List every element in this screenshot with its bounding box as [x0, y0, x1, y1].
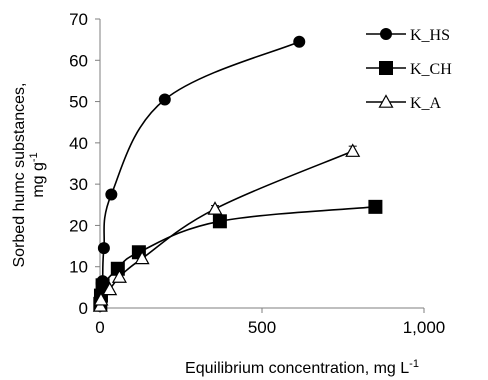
legend: K_HS K_CH K_A [366, 27, 452, 112]
y-tick-label: 70 [69, 10, 88, 29]
series-line-k-hs [99, 40, 300, 306]
data-point-k-hs [293, 35, 306, 48]
series-markers [92, 35, 383, 312]
y-tick-label: 10 [69, 258, 88, 277]
data-point-k-a [102, 281, 118, 296]
y-axis-label-line2: mg g-1 [28, 152, 47, 197]
data-point-k-ch [368, 199, 383, 214]
data-point-k-hs [158, 93, 171, 106]
axes [95, 18, 425, 313]
y-axis-label-group: Sorbed humc substances, mg g-1 [11, 83, 47, 268]
y-tick-label: 60 [69, 51, 88, 70]
data-point-k-a [111, 269, 127, 283]
x-tick-label: 1,000 [403, 318, 446, 337]
legend-marker-k-ch [379, 61, 393, 75]
y-tick-label: 50 [69, 93, 88, 112]
y-tick-label: 0 [79, 299, 88, 318]
data-point-k-a [134, 250, 150, 265]
x-tick-label: 0 [95, 318, 104, 337]
series-line-k-a [99, 150, 354, 307]
y-tick-label: 40 [69, 134, 88, 153]
y-tick-label: 20 [69, 216, 88, 235]
y-axis-label-line1: Sorbed humc substances, [11, 83, 28, 268]
x-tick-labels: 0 500 1,000 [95, 318, 445, 337]
x-axis-label: Equilibrium concentration, mg L-1 [185, 358, 419, 377]
legend-label-k-hs: K_HS [410, 27, 450, 44]
data-point-k-ch [212, 214, 227, 229]
series-lines [99, 40, 376, 307]
legend-label-k-a: K_A [410, 95, 442, 112]
legend-marker-k-a [378, 94, 394, 108]
data-point-k-hs [97, 242, 110, 255]
y-tick-label: 30 [69, 175, 88, 194]
legend-label-k-ch: K_CH [410, 61, 452, 78]
y-tick-labels: 0 10 20 30 40 50 60 70 [69, 10, 88, 318]
data-point-k-a [93, 292, 109, 306]
x-tick-label: 500 [248, 318, 276, 337]
data-point-k-a [207, 201, 223, 215]
legend-marker-k-hs [380, 28, 392, 40]
data-point-k-hs [105, 188, 118, 201]
data-point-k-a [345, 143, 361, 157]
